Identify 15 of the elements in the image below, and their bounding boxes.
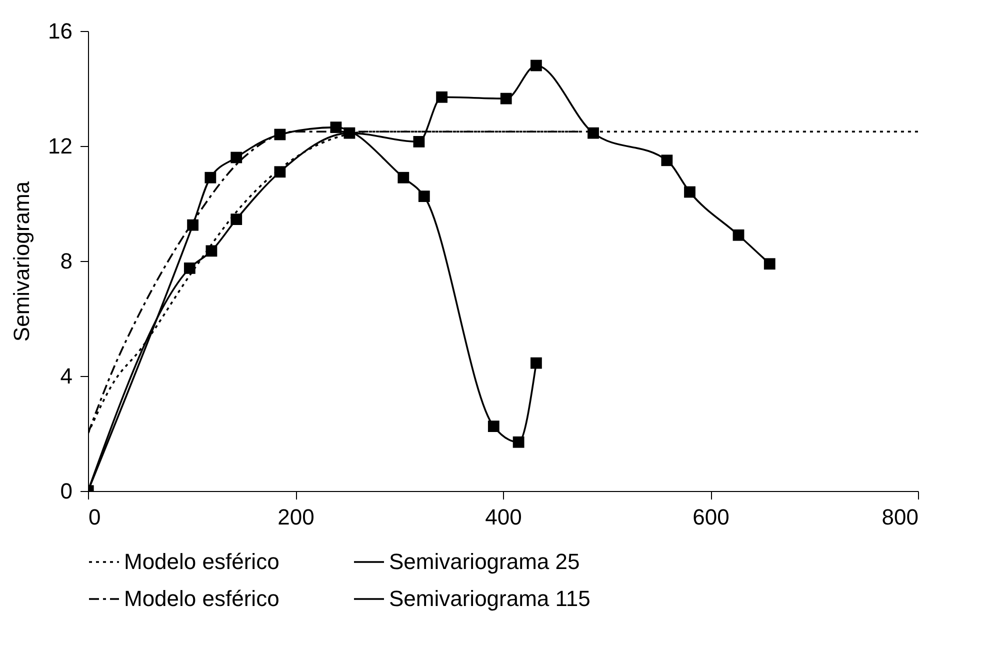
y-tick-label: 12 (48, 134, 72, 158)
x-tick-label: 600 (692, 504, 730, 530)
y-tick-label: 8 (60, 248, 72, 274)
x-tick-label: 200 (278, 504, 314, 530)
y-tick-label: 16 (48, 18, 72, 44)
legend-label: Semivariograma 25 (389, 549, 580, 574)
y-axis-title: Semivariograma (9, 180, 34, 342)
legend-label: Semivariograma 115 (389, 586, 590, 611)
x-tick-label: 400 (485, 504, 522, 530)
legend-label: Modelo esférico (124, 586, 280, 611)
legend-label: Modelo esférico (124, 549, 280, 574)
y-tick-label: 4 (60, 364, 72, 388)
x-tick-label: 0 (88, 504, 101, 530)
x-tick-label: 800 (882, 504, 918, 530)
y-tick-label: 0 (60, 478, 72, 504)
